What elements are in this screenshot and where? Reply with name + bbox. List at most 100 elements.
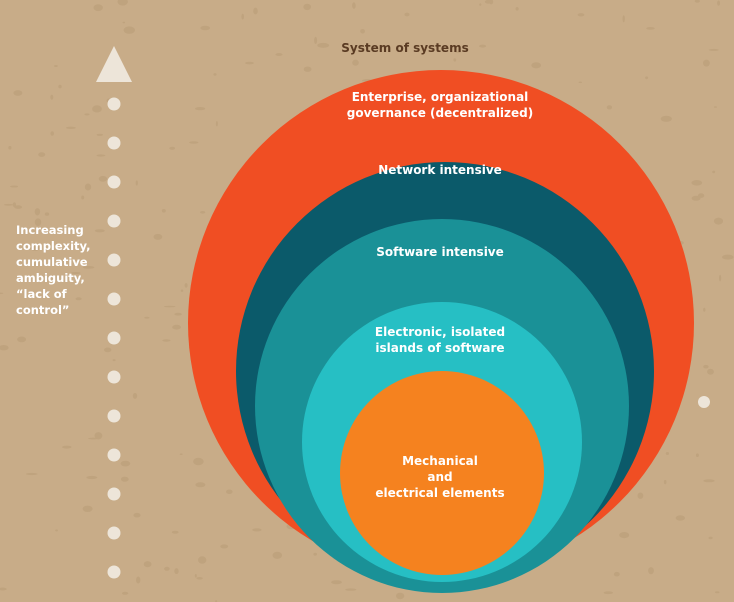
texture-speck	[120, 460, 131, 467]
texture-speck	[54, 65, 58, 67]
texture-speck	[313, 552, 318, 556]
dot	[107, 292, 121, 306]
texture-speck	[98, 175, 108, 182]
texture-speck	[58, 84, 62, 89]
dot	[107, 526, 121, 540]
layer-label-network: Network intensive	[340, 162, 540, 178]
texture-speck	[14, 205, 23, 209]
texture-speck	[531, 62, 542, 69]
texture-speck	[317, 42, 330, 48]
texture-speck	[691, 180, 703, 186]
layer-mechanical	[340, 371, 544, 575]
texture-speck	[648, 567, 654, 575]
dot	[107, 214, 121, 228]
layer-label-line: Mechanical	[402, 454, 478, 468]
texture-speck	[703, 307, 706, 312]
texture-speck	[714, 591, 720, 594]
texture-speck	[86, 475, 98, 480]
texture-speck	[112, 359, 116, 362]
texture-speck	[38, 152, 46, 158]
texture-speck	[603, 591, 614, 595]
dotted-line	[107, 97, 121, 579]
texture-speck	[226, 489, 233, 495]
texture-speck	[195, 482, 206, 488]
texture-speck	[104, 347, 112, 353]
layer-label-line: and	[427, 470, 453, 484]
texture-speck	[162, 339, 171, 342]
texture-speck	[479, 3, 482, 6]
texture-speck	[613, 571, 620, 577]
texture-speck	[172, 324, 182, 330]
texture-speck	[65, 126, 76, 129]
texture-speck	[12, 202, 17, 208]
texture-speck	[94, 432, 103, 440]
texture-speck	[50, 131, 54, 136]
layer-label-enterprise: Enterprise, organizational governance (d…	[340, 89, 540, 121]
texture-speck	[708, 536, 713, 540]
texture-speck	[136, 576, 141, 584]
dot	[107, 175, 121, 189]
dot	[107, 136, 121, 150]
stray-dot	[698, 396, 710, 408]
texture-speck	[331, 580, 342, 585]
texture-speck	[703, 479, 715, 483]
texture-speck	[132, 392, 138, 399]
texture-speck	[360, 29, 365, 34]
texture-speck	[703, 59, 710, 67]
texture-speck	[180, 289, 184, 292]
layer-label-line: electrical elements	[375, 486, 505, 500]
texture-speck	[252, 528, 262, 532]
complexity-label-line: “lack of	[16, 287, 67, 301]
texture-speck	[722, 254, 734, 260]
texture-speck	[135, 180, 138, 186]
texture-speck	[695, 453, 699, 458]
texture-speck	[75, 297, 82, 301]
texture-speck	[200, 25, 210, 31]
texture-speck	[174, 568, 179, 575]
layer-label-line: Enterprise, organizational	[351, 90, 529, 104]
texture-speck	[84, 113, 90, 116]
texture-speck	[81, 195, 85, 200]
texture-speck	[395, 592, 405, 600]
texture-speck	[189, 141, 199, 144]
complexity-label-line: control”	[16, 303, 70, 317]
texture-speck	[719, 274, 722, 282]
texture-speck	[143, 561, 152, 568]
texture-speck	[94, 229, 105, 233]
complexity-label-line: cumulative	[16, 255, 88, 269]
dot	[107, 448, 121, 462]
texture-speck	[253, 7, 258, 15]
texture-speck	[717, 0, 721, 6]
dot	[107, 331, 121, 345]
texture-speck	[637, 492, 644, 499]
layer-label-line: Network intensive	[378, 163, 502, 177]
texture-speck	[13, 90, 23, 96]
texture-speck	[163, 305, 176, 308]
texture-speck	[34, 218, 42, 226]
texture-speck	[82, 505, 93, 512]
texture-speck	[55, 529, 58, 532]
texture-speck	[71, 272, 81, 274]
texture-speck	[578, 81, 583, 84]
texture-speck	[34, 208, 41, 216]
texture-speck	[712, 170, 716, 174]
texture-speck	[245, 61, 254, 65]
layer-label-line: islands of software	[375, 341, 505, 355]
texture-speck	[663, 479, 667, 485]
texture-speck	[515, 7, 519, 11]
texture-speck	[665, 452, 670, 455]
texture-speck	[121, 591, 129, 595]
texture-speck	[619, 532, 630, 539]
texture-speck	[200, 211, 206, 214]
texture-speck	[352, 2, 356, 9]
texture-speck	[4, 203, 13, 206]
layer-label-line: governance (decentralized)	[346, 106, 534, 120]
texture-speck	[50, 94, 54, 100]
texture-speck	[404, 12, 410, 17]
texture-speck	[196, 577, 203, 580]
texture-speck	[122, 21, 126, 24]
texture-speck	[179, 453, 183, 456]
texture-speck	[194, 573, 197, 578]
texture-speck	[30, 245, 40, 251]
